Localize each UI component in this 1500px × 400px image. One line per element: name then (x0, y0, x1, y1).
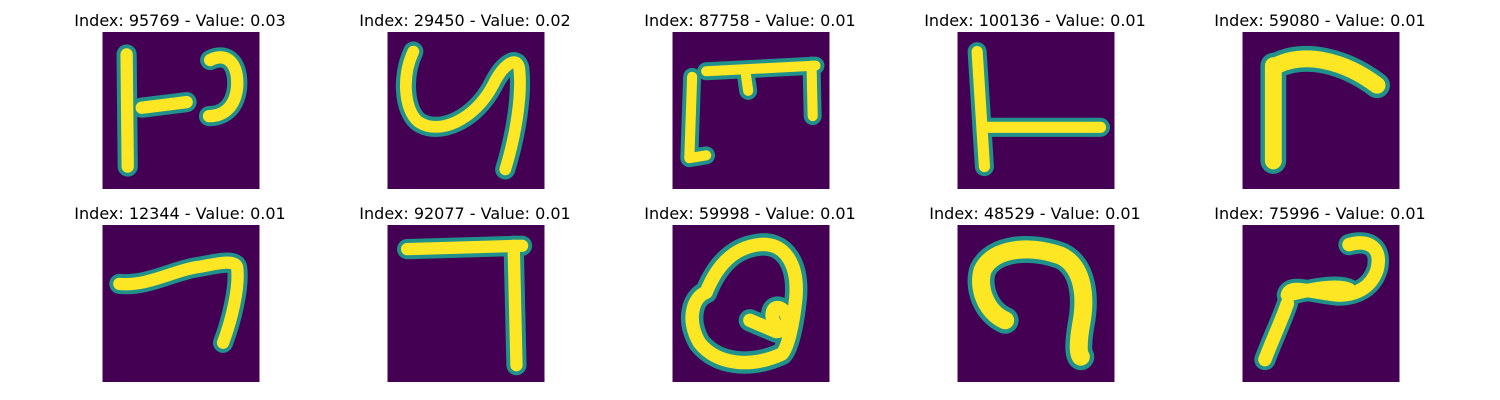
panel-title: Index: 100136 - Value: 0.01 (924, 11, 1146, 30)
handwritten-glyph-image (102, 32, 260, 189)
panel-title: Index: 87758 - Value: 0.01 (644, 11, 856, 30)
panel-2: Index: 29450 - Value: 0.02 (350, 10, 580, 200)
panel-6: Index: 12344 - Value: 0.01 (65, 203, 295, 393)
handwritten-glyph-image (102, 225, 260, 382)
handwritten-glyph-image (1242, 225, 1400, 382)
panel-title: Index: 59080 - Value: 0.01 (1214, 11, 1426, 30)
panel-3: Index: 87758 - Value: 0.01 (635, 10, 865, 200)
handwritten-glyph-image (957, 32, 1115, 189)
handwritten-glyph-image (672, 32, 830, 189)
panel-title: Index: 95769 - Value: 0.03 (74, 11, 286, 30)
handwritten-glyph-image (387, 225, 545, 382)
panel-5: Index: 59080 - Value: 0.01 (1205, 10, 1435, 200)
handwritten-glyph-image (957, 225, 1115, 382)
panel-9: Index: 48529 - Value: 0.01 (920, 203, 1150, 393)
panel-7: Index: 92077 - Value: 0.01 (350, 203, 580, 393)
panel-title: Index: 75996 - Value: 0.01 (1214, 204, 1426, 223)
panel-4: Index: 100136 - Value: 0.01 (920, 10, 1150, 200)
panel-8: Index: 59998 - Value: 0.01 (635, 203, 865, 393)
panel-title: Index: 29450 - Value: 0.02 (359, 11, 571, 30)
panel-10: Index: 75996 - Value: 0.01 (1205, 203, 1435, 393)
handwritten-glyph-image (387, 32, 545, 189)
panel-title: Index: 48529 - Value: 0.01 (929, 204, 1141, 223)
handwritten-glyph-image (672, 225, 830, 382)
panel-title: Index: 92077 - Value: 0.01 (359, 204, 571, 223)
panel-title: Index: 59998 - Value: 0.01 (644, 204, 856, 223)
handwritten-glyph-image (1242, 32, 1400, 189)
panel-title: Index: 12344 - Value: 0.01 (74, 204, 286, 223)
panel-1: Index: 95769 - Value: 0.03 (65, 10, 295, 200)
